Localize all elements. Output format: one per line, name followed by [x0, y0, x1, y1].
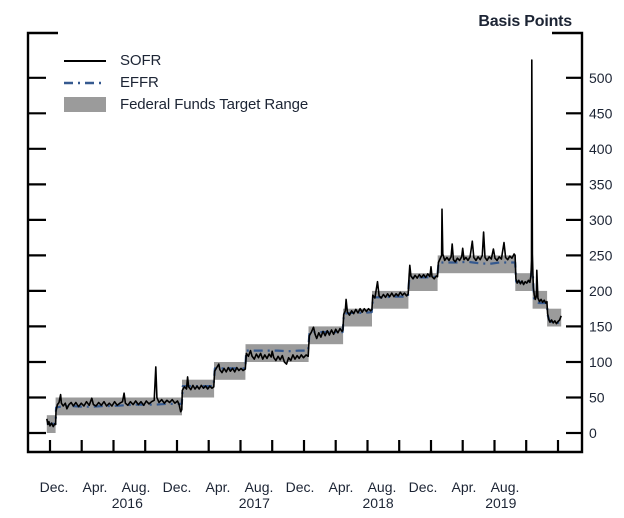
legend-label-sofr: SOFR	[120, 52, 162, 69]
legend-label-effr: EFFR	[120, 74, 159, 91]
x-year-label: 2017	[239, 495, 270, 511]
y-axis-tick-label: 50	[589, 389, 605, 405]
x-month-label: Aug.	[491, 479, 520, 495]
x-year-label: 2019	[485, 495, 516, 511]
y-axis-tick-label: 0	[589, 425, 597, 441]
x-month-label: Aug.	[122, 479, 151, 495]
x-month-label: Dec.	[163, 479, 192, 495]
y-axis-tick-label: 100	[589, 354, 613, 370]
y-axis-tick-label: 500	[589, 70, 613, 86]
y-axis-tick-label: 400	[589, 141, 613, 157]
y-axis-tick-label: 300	[589, 212, 613, 228]
legend: SOFR EFFR Federal Funds Target Range	[64, 52, 309, 113]
x-month-label: Dec.	[286, 479, 315, 495]
legend-item-sofr: SOFR	[64, 52, 308, 69]
legend-item-target-range: Federal Funds Target Range	[64, 96, 309, 113]
legend-label-target-range: Federal Funds Target Range	[120, 96, 309, 113]
target-range-band	[408, 273, 438, 291]
y-axis-title: Basis Points	[478, 13, 572, 30]
y-axis-tick-label: 200	[589, 283, 613, 299]
x-month-label: Aug.	[368, 479, 397, 495]
sofr-line	[46, 59, 562, 428]
y-axis-tick-label: 250	[589, 247, 613, 263]
x-month-label: Apr.	[206, 479, 231, 495]
y-axis-tick-label: 450	[589, 105, 613, 121]
x-month-label: Aug.	[245, 479, 274, 495]
x-month-label: Apr.	[452, 479, 477, 495]
x-year-label: 2018	[363, 495, 394, 511]
sofr-line-swatch-icon	[64, 59, 106, 62]
y-axis-tick-label: 150	[589, 318, 613, 334]
legend-item-effr: EFFR	[64, 74, 308, 91]
target-range-band	[515, 273, 533, 291]
x-year-label: 2016	[112, 495, 143, 511]
x-month-label: Dec.	[40, 479, 69, 495]
target-range-band-swatch-icon	[64, 97, 106, 112]
x-month-label: Apr.	[329, 479, 354, 495]
effr-dash-dot-swatch-icon	[64, 81, 106, 84]
x-month-label: Dec.	[409, 479, 438, 495]
y-axis-tick-label: 350	[589, 176, 613, 192]
x-month-label: Apr.	[83, 479, 108, 495]
target-range-band	[245, 344, 309, 362]
